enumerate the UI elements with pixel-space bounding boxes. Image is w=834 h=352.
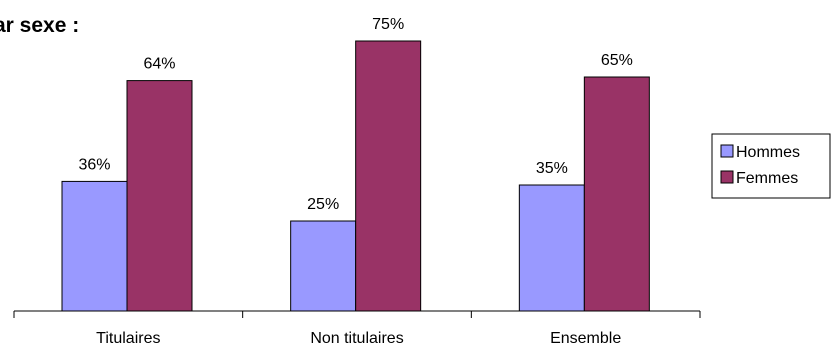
data-label-femmes-1: 64% <box>143 56 175 73</box>
bar-femmes-3 <box>583 76 650 312</box>
legend-label-femmes: Femmes <box>736 170 798 187</box>
data-label-femmes-2: 75% <box>372 16 404 33</box>
data-label-hommes-1: 36% <box>78 156 110 173</box>
bar-hommes-2 <box>290 220 357 312</box>
data-label-femmes-3: 65% <box>601 52 633 69</box>
x-tick-label-3: Ensemble <box>550 330 621 347</box>
data-label-hommes-3: 35% <box>536 160 568 177</box>
bar-femmes-2 <box>355 40 422 312</box>
data-label-hommes-2: 25% <box>307 196 339 213</box>
chart-title: ar sexe : <box>0 14 80 37</box>
bar-femmes-1 <box>126 80 193 312</box>
x-tick-label-1: Titulaires <box>96 330 160 347</box>
legend-swatch-hommes <box>720 144 734 158</box>
legend-swatch-femmes <box>720 170 734 184</box>
bar-hommes-3 <box>518 184 585 312</box>
x-tick-label-2: Non titulaires <box>310 330 403 347</box>
legend-label-hommes: Hommes <box>736 144 800 161</box>
bar-hommes-1 <box>61 180 128 312</box>
